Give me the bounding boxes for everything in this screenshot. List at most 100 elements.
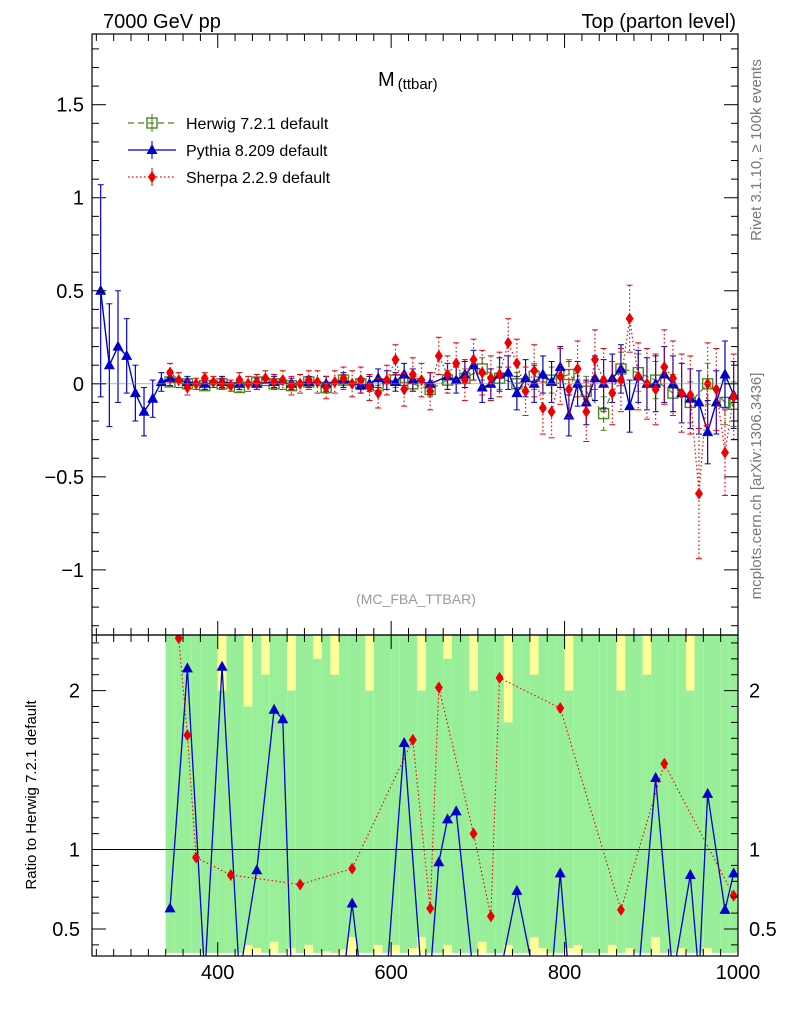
data-point — [616, 374, 625, 387]
main-y-tick-label: 1 — [73, 188, 84, 210]
chart-title-main: M — [378, 69, 395, 91]
x-tick-label: 600 — [374, 962, 407, 984]
main-y-tick-label: 0 — [73, 374, 84, 396]
band-green-bin — [373, 635, 383, 945]
data-point — [693, 396, 705, 407]
legend-label: Pythia 8.209 default — [186, 143, 328, 160]
data-point — [226, 379, 235, 392]
band-green-bin — [529, 674, 539, 937]
band-green-bin — [200, 635, 210, 953]
main-y-tick-label: 0.5 — [56, 281, 84, 303]
data-point — [634, 370, 643, 383]
band-green-bin — [477, 635, 487, 942]
ratio-y-tick-label-left: 0.5 — [52, 919, 80, 941]
data-point — [278, 374, 287, 387]
band-green-bin — [209, 635, 218, 953]
data-point — [582, 405, 591, 418]
ratio-data-point — [729, 889, 738, 902]
band-green-bin — [547, 635, 556, 953]
ratio-series-1 — [174, 635, 738, 923]
ratio-data-point — [408, 733, 417, 746]
data-point — [712, 383, 721, 396]
band-green-bin — [243, 706, 253, 945]
data-point — [589, 372, 601, 383]
data-point — [147, 392, 159, 403]
ratio-series-line — [178, 638, 735, 917]
data-point — [356, 374, 365, 387]
data-point — [365, 381, 374, 394]
band-green-bin — [278, 635, 288, 953]
data-point — [424, 377, 436, 388]
data-point — [511, 387, 523, 398]
ratio-data-point — [183, 729, 192, 742]
data-point — [95, 284, 107, 295]
band-green-bin — [625, 635, 634, 949]
data-point — [520, 372, 532, 383]
data-point — [677, 387, 686, 400]
ratio-frame — [91, 634, 739, 957]
data-point — [546, 375, 558, 386]
band-green-bin — [512, 635, 522, 953]
ratio-data-point — [346, 897, 358, 908]
data-point — [694, 487, 703, 500]
data-point — [521, 385, 530, 398]
data-point — [261, 372, 270, 385]
data-point — [313, 375, 322, 388]
ratio-series-layer — [164, 635, 738, 956]
data-point — [322, 381, 331, 394]
ratio-y-tick-label-right: 1 — [749, 840, 760, 862]
data-point — [608, 387, 617, 400]
band-green-bin — [269, 635, 279, 942]
band-green-bin — [287, 690, 296, 949]
data-point — [580, 396, 592, 407]
band-green-bin — [391, 635, 400, 945]
band-green-bin — [330, 674, 340, 953]
ratio-data-point — [192, 851, 201, 864]
band-green-bin — [659, 635, 669, 953]
data-point — [382, 374, 391, 387]
data-point — [330, 375, 339, 388]
band-green-bin — [599, 635, 608, 953]
band-green-bin — [183, 635, 192, 953]
data-point — [660, 361, 669, 374]
band-green-bin — [382, 635, 392, 953]
data-point — [112, 340, 124, 351]
data-point — [339, 372, 348, 385]
data-point — [504, 336, 513, 349]
data-point — [478, 366, 487, 379]
band-green-bin — [165, 635, 175, 953]
data-point — [400, 383, 409, 396]
ratio-series-0 — [164, 660, 738, 956]
series-line — [169, 318, 735, 494]
band-green-bin — [356, 635, 366, 953]
data-point — [530, 364, 539, 377]
band-green-bin — [217, 690, 227, 953]
ratio-data-point — [450, 805, 462, 816]
band-green-bin — [590, 635, 600, 953]
ratio-data-point — [226, 868, 235, 881]
data-point — [408, 368, 417, 381]
ratio-data-point — [181, 662, 193, 673]
data-point — [606, 372, 618, 383]
ratio-data-point — [174, 635, 183, 645]
data-point — [625, 312, 634, 325]
data-point — [426, 385, 435, 398]
ratio-data-point — [702, 787, 714, 798]
band-green-bin — [616, 690, 626, 953]
data-point — [573, 362, 582, 375]
data-point — [658, 368, 670, 379]
x-tick-label: 800 — [548, 962, 581, 984]
band-green-bin — [460, 635, 470, 953]
header-left-label: 7000 GeV pp — [103, 11, 221, 33]
band-green-bin — [425, 635, 435, 953]
ratio-data-point — [277, 713, 289, 724]
band-green-bin — [434, 635, 444, 953]
band-green-bin — [521, 635, 530, 953]
series-1 — [95, 184, 738, 465]
data-point — [304, 374, 313, 387]
data-point — [374, 387, 383, 400]
legend-label: Sherpa 2.2.9 default — [186, 170, 331, 187]
band-green-bin — [321, 635, 331, 952]
data-point — [538, 401, 547, 414]
